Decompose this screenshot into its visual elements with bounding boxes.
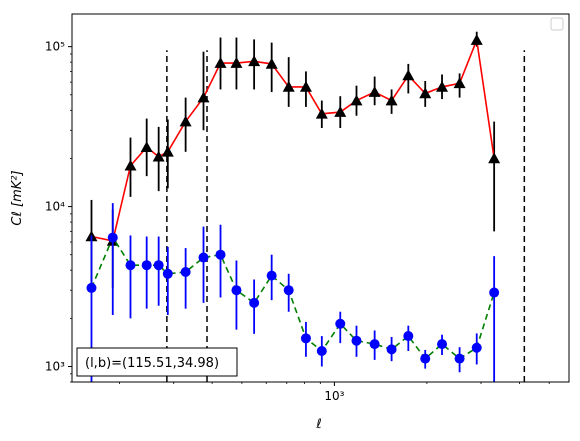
series-2-point	[300, 333, 311, 344]
series-2-point	[403, 331, 414, 342]
annotation-text: (l,b)=(115.51,34.98)	[85, 356, 219, 371]
series-1-point	[419, 87, 432, 99]
series-1-point	[350, 94, 363, 106]
series-1-point	[179, 115, 192, 127]
series-1-point	[265, 57, 278, 69]
series-1-point	[436, 80, 449, 92]
series-2-point	[369, 339, 380, 350]
series-2-point	[420, 353, 431, 364]
annotation-box	[76, 347, 238, 377]
series-2-point	[351, 335, 362, 346]
series-2-point	[454, 353, 465, 364]
series-2-point	[249, 297, 260, 308]
x-axis-label: ℓ	[315, 417, 321, 432]
series-1-point	[368, 86, 381, 97]
series-1-point	[230, 57, 243, 68]
series-1-point	[488, 152, 501, 164]
series-1-point	[197, 91, 210, 103]
series-1-point	[161, 145, 174, 157]
series-1-point	[140, 141, 153, 153]
series-1-point	[152, 150, 165, 162]
series-2-point	[386, 344, 397, 355]
series-1-point	[402, 69, 415, 81]
series-1-point	[299, 80, 312, 92]
axes: 10³ 10⁴ 10⁵ 10³	[45, 40, 550, 403]
series-1-point	[214, 57, 227, 68]
series-1-point	[334, 106, 347, 117]
series-1-point	[282, 80, 295, 92]
series-1-point	[248, 55, 261, 67]
series-2-point	[283, 285, 294, 296]
annotation: (l,b)=(115.51,34.98)	[76, 347, 238, 377]
series-2-point	[215, 249, 226, 260]
series-1-point	[453, 77, 466, 89]
series-2-point	[162, 268, 173, 279]
y-tick-label: 10⁴	[45, 200, 65, 214]
series-2-point	[231, 285, 242, 296]
x-tick-label: 10³	[324, 389, 344, 403]
series-2-point	[107, 232, 118, 243]
series-1-point	[470, 34, 483, 45]
series-2-point	[335, 318, 346, 329]
series-2-point	[266, 270, 277, 281]
legend-box	[550, 17, 564, 31]
series-2-point	[471, 342, 482, 353]
y-tick-label: 10⁵	[45, 40, 65, 54]
y-tick-label: 10³	[45, 360, 65, 374]
plot-content	[85, 31, 526, 382]
series-2-point	[86, 282, 97, 293]
series-2-point	[141, 260, 152, 271]
series-1-point	[385, 94, 398, 106]
series-2-point	[437, 339, 448, 350]
series-2-point	[153, 260, 164, 271]
plot-area	[85, 31, 526, 382]
y-axis-label: Cℓ [mK²]	[10, 170, 25, 225]
series-1-point	[315, 107, 328, 119]
series-2-point	[198, 252, 209, 263]
series-2-point	[125, 260, 136, 271]
series-2-point	[316, 346, 327, 357]
series-2-point	[180, 266, 191, 277]
series-2-point	[489, 287, 500, 298]
series-1-point	[124, 159, 137, 171]
